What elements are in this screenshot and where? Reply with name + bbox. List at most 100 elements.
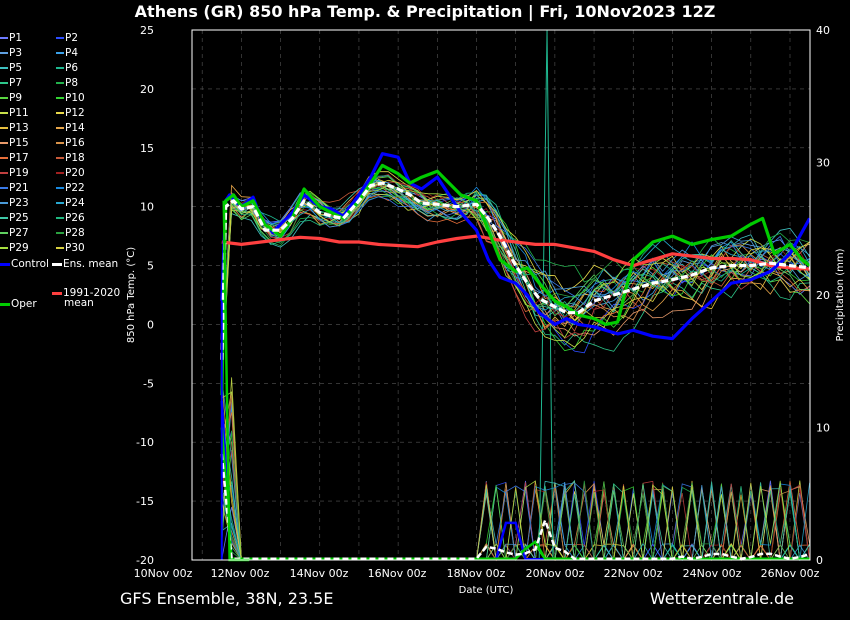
legend-swatch (0, 37, 8, 39)
legend-label: P1 (9, 32, 23, 44)
legend-label: P3 (9, 47, 23, 59)
legend-swatch (56, 97, 64, 99)
legend-item-p24: P24 (56, 197, 85, 210)
legend-label: P2 (65, 32, 79, 44)
legend-item-p10: P10 (56, 92, 85, 105)
legend-item-main-2: 1991-2020 (52, 287, 120, 300)
legend-swatch (56, 37, 64, 39)
x-tick-label-6: 22Nov 00z (604, 567, 663, 580)
x-tick-label-8: 26Nov 00z (761, 567, 820, 580)
legend-item-p4: P4 (56, 47, 78, 60)
legend-item-p12: P12 (56, 107, 85, 120)
x-tick-label-5: 20Nov 00z (526, 567, 585, 580)
legend-item-p27: P27 (0, 227, 29, 240)
legend-label: 1991-2020 (63, 287, 121, 299)
series-line-control (220, 152, 811, 341)
legend-item-p20: P20 (56, 167, 85, 180)
legend-label: P19 (9, 167, 29, 179)
legend-swatch (56, 202, 64, 204)
legend-label: Oper (11, 298, 37, 310)
y2-tick-label-0: 40 (816, 24, 830, 37)
y-tick-label-6: -5 (143, 377, 154, 390)
y-tick-label-5: 0 (147, 318, 154, 331)
x-tick-label-2: 14Nov 00z (290, 567, 349, 580)
member-line-P27 (221, 183, 810, 363)
y-tick-label-3: 10 (140, 201, 154, 214)
y-tick-label-4: 5 (147, 260, 154, 273)
y2-axis-label: Precipitation (mm) (835, 248, 846, 341)
legend-swatch (0, 232, 8, 234)
legend-item-p7: P7 (0, 77, 22, 90)
legend-item-p9: P9 (0, 92, 22, 105)
legend-swatch (0, 262, 10, 266)
legend-label: P7 (9, 77, 23, 89)
legend-item-p26: P26 (56, 212, 85, 225)
legend-swatch (56, 217, 64, 219)
x-tick-label-7: 24Nov 00z (683, 567, 742, 580)
legend-label: P27 (9, 227, 29, 239)
source-credit[interactable]: Wetterzentrale.de (649, 589, 794, 608)
legend-swatch (56, 52, 64, 54)
main-series (220, 152, 811, 562)
legend-label: P12 (65, 107, 85, 119)
member-line-P13 (221, 178, 810, 338)
legend-swatch (0, 127, 8, 129)
legend-item-p13: P13 (0, 122, 29, 135)
legend-label: P4 (65, 47, 79, 59)
series-line-ens-mean (220, 181, 810, 360)
legend-swatch (0, 302, 10, 306)
legend-item-p1: P1 (0, 32, 22, 45)
legend-label: P8 (65, 77, 79, 89)
x-tick-label-1: 12Nov 00z (211, 567, 270, 580)
legend-swatch (56, 232, 64, 234)
legend-label: P25 (9, 212, 29, 224)
legend-swatch (0, 247, 8, 249)
legend-item-p28: P28 (56, 227, 85, 240)
legend-item-main-3: Oper (0, 298, 37, 311)
precip-ens-mean-line (220, 453, 810, 560)
legend-item-main-0: Control (0, 258, 49, 271)
legend-swatch (56, 142, 64, 144)
legend-item-p15: P15 (0, 137, 29, 150)
y-axis-label: 850 hPa Temp. (°C) (126, 247, 137, 343)
legend-swatch (56, 187, 64, 189)
legend-swatch (0, 67, 8, 69)
x-tick-label-0: 10Nov 00z (134, 567, 193, 580)
legend-label: P20 (65, 167, 85, 179)
legend: P1 P2 P3 P4 P5 P6 P7 P8 P9 P10 P11 P12 P13 P14 P15 P16 P… (0, 32, 130, 322)
legend-label: P26 (65, 212, 85, 224)
y-tick-label-7: -10 (136, 436, 154, 449)
legend-item-p2: P2 (56, 32, 78, 45)
legend-item-p23: P23 (0, 197, 29, 210)
legend-item-p16: P16 (56, 137, 85, 150)
x-axis-label: Date (UTC) (459, 585, 514, 596)
axis-ticks: 25 20 15 10 5 0 -5 -10 -15 -20 40 30 20 10 0 10Nov 00z 1… (134, 24, 830, 580)
member-line-P19 (221, 181, 810, 373)
y-tick-label-0: 25 (140, 24, 154, 37)
legend-item-p29: P29 (0, 242, 29, 255)
x-tick-label-3: 16Nov 00z (368, 567, 427, 580)
legend-item-p11: P11 (0, 107, 29, 120)
legend-label: Control (11, 258, 49, 270)
plot-frame (191, 29, 811, 561)
legend-swatch (52, 291, 62, 295)
legend-label: P5 (9, 62, 23, 74)
legend-label: P11 (9, 107, 29, 119)
legend-swatch (0, 172, 8, 174)
model-info: GFS Ensemble, 38N, 23.5E (120, 589, 334, 608)
legend-label: P15 (9, 137, 29, 149)
legend-label: P21 (9, 182, 29, 194)
legend-label: P13 (9, 122, 29, 134)
legend-label: P17 (9, 152, 29, 164)
legend-item-p19: P19 (0, 167, 29, 180)
legend-label: P10 (65, 92, 85, 104)
legend-item-p14: P14 (56, 122, 85, 135)
y-tick-label-2: 15 (140, 142, 154, 155)
legend-item-p30: P30 (56, 242, 85, 255)
x-tick-label-4: 18Nov 00z (447, 567, 506, 580)
legend-label: Ens. mean (63, 258, 119, 270)
legend-label: P18 (65, 152, 85, 164)
legend-swatch (56, 247, 64, 249)
legend-swatch (52, 262, 62, 266)
legend-label: P24 (65, 197, 85, 209)
